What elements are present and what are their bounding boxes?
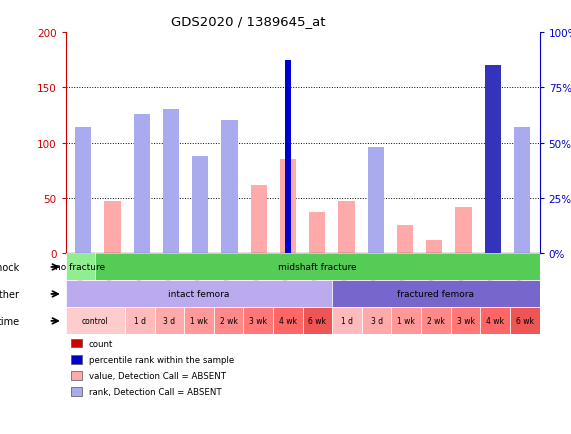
Bar (71, 387, 82, 396)
Text: percentile rank within the sample: percentile rank within the sample (89, 355, 234, 364)
Bar (66, 281, 332, 308)
Bar (510, 308, 540, 335)
Text: 6 wk: 6 wk (516, 317, 534, 326)
Text: value, Detection Call = ABSENT: value, Detection Call = ABSENT (89, 371, 226, 380)
Bar (71, 355, 82, 364)
Text: rank, Detection Call = ABSENT: rank, Detection Call = ABSENT (89, 387, 221, 396)
Text: shock: shock (0, 263, 20, 272)
Text: 1 wk: 1 wk (190, 317, 208, 326)
Bar (155, 308, 184, 335)
Bar (192, 157, 208, 254)
Bar (251, 185, 267, 254)
Bar (368, 148, 384, 254)
Text: 3 wk: 3 wk (249, 317, 267, 326)
Bar (339, 202, 355, 254)
Bar (243, 308, 273, 335)
Text: midshaft fracture: midshaft fracture (278, 263, 357, 272)
Bar (456, 207, 472, 254)
Text: 1 wk: 1 wk (397, 317, 415, 326)
Bar (280, 160, 296, 254)
Bar (332, 281, 540, 308)
Bar (426, 240, 443, 254)
Bar (125, 308, 155, 335)
Bar (184, 308, 214, 335)
Bar (163, 149, 179, 254)
Bar (71, 339, 82, 348)
Bar (397, 225, 413, 254)
Text: control: control (82, 317, 108, 326)
Text: 6 wk: 6 wk (308, 317, 327, 326)
Bar (485, 88, 501, 254)
Bar (214, 308, 243, 335)
Bar (485, 66, 501, 254)
Text: 2 wk: 2 wk (220, 317, 238, 326)
Text: 3 d: 3 d (371, 317, 383, 326)
Text: time: time (0, 316, 20, 326)
Text: other: other (0, 289, 20, 299)
Bar (66, 308, 125, 335)
Text: 4 wk: 4 wk (486, 317, 504, 326)
Bar (134, 115, 150, 254)
Bar (392, 308, 421, 335)
Bar (451, 308, 480, 335)
Bar (163, 110, 179, 254)
Bar (480, 308, 510, 335)
Bar (286, 75, 291, 254)
Bar (514, 128, 530, 254)
Bar (192, 187, 208, 254)
Text: intact femora: intact femora (168, 290, 230, 299)
Bar (75, 128, 91, 254)
Bar (368, 198, 384, 254)
Bar (104, 202, 120, 254)
Bar (362, 308, 392, 335)
Text: 1 d: 1 d (341, 317, 353, 326)
Bar (66, 254, 95, 281)
Text: 2 wk: 2 wk (427, 317, 445, 326)
Text: 4 wk: 4 wk (279, 317, 297, 326)
Bar (332, 308, 362, 335)
Bar (222, 176, 238, 254)
Bar (71, 371, 82, 380)
Bar (222, 121, 238, 254)
Text: fractured femora: fractured femora (397, 290, 475, 299)
Bar (514, 174, 530, 254)
Bar (303, 308, 332, 335)
Bar (286, 61, 291, 254)
Bar (273, 308, 303, 335)
Bar (75, 176, 91, 254)
Text: 1 d: 1 d (134, 317, 146, 326)
Text: GDS2020 / 1389645_at: GDS2020 / 1389645_at (171, 15, 326, 28)
Bar (134, 163, 150, 254)
Text: 3 wk: 3 wk (457, 317, 475, 326)
Bar (421, 308, 451, 335)
Text: count: count (89, 339, 113, 348)
Bar (309, 213, 325, 254)
Text: 3 d: 3 d (163, 317, 175, 326)
Text: no fracture: no fracture (55, 263, 106, 272)
